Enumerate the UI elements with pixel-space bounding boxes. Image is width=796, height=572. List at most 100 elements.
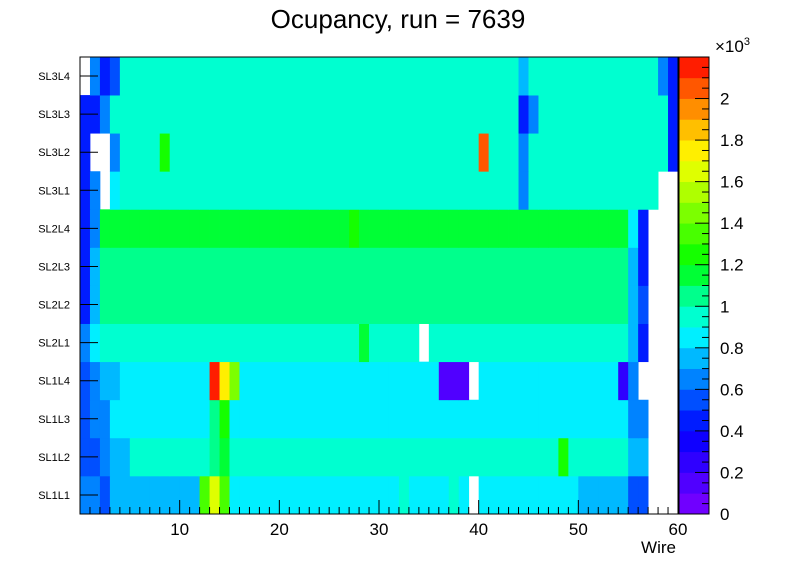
heatmap-cell (199, 57, 210, 96)
heatmap-cell (618, 133, 629, 172)
heatmap-cell (249, 399, 260, 439)
heatmap-cell (468, 95, 480, 134)
heatmap-cell (289, 209, 300, 248)
heatmap-cell (608, 171, 619, 210)
heatmap-cell (488, 247, 499, 286)
heatmap-cell (408, 285, 420, 324)
heatmap-cell (309, 133, 320, 172)
heatmap-cell (139, 475, 151, 515)
heatmap-cell (239, 285, 250, 324)
heatmap-cell (538, 361, 549, 401)
heatmap-cell (528, 285, 539, 324)
heatmap-cell (229, 95, 240, 134)
heatmap-cell (498, 437, 509, 477)
heatmap-cell (289, 133, 300, 172)
palette-swatch (679, 160, 709, 183)
heatmap-cell (568, 361, 579, 401)
heatmap-cell (498, 399, 509, 439)
heatmap-cell (339, 247, 350, 286)
heatmap-cell (548, 133, 559, 172)
heatmap-cell (528, 361, 539, 401)
heatmap-cell (99, 57, 111, 96)
heatmap-cell (638, 475, 649, 515)
chart-title: Ocupancy, run = 7639 (271, 4, 526, 34)
heatmap-cell (398, 323, 410, 363)
heatmap-cell (528, 57, 539, 96)
heatmap-cell (598, 57, 609, 96)
heatmap-cell (628, 95, 639, 134)
heatmap-cell (369, 57, 380, 96)
heatmap-cell (558, 209, 569, 248)
heatmap-cell (478, 285, 490, 324)
heatmap-cell (189, 437, 200, 477)
heatmap-cell (369, 323, 380, 363)
heatmap-cell (468, 171, 480, 210)
heatmap-cell (448, 95, 460, 134)
heatmap-cell (458, 95, 470, 134)
heatmap-cell (388, 361, 400, 401)
heatmap-cell (478, 361, 490, 401)
heatmap-cell (179, 285, 191, 324)
heatmap-cell (279, 133, 290, 172)
heatmap-cell (418, 399, 430, 439)
heatmap-cell (319, 57, 330, 96)
heatmap-cell (418, 95, 430, 134)
heatmap-cell (548, 285, 559, 324)
heatmap-cell (518, 95, 529, 134)
y-tick-label: SL1L4 (38, 376, 70, 388)
heatmap-cell (598, 437, 609, 477)
heatmap-cell (259, 171, 270, 210)
heatmap-cell (548, 57, 559, 96)
heatmap-cell (498, 323, 509, 363)
heatmap-cell (438, 399, 450, 439)
heatmap-cell (518, 437, 529, 477)
heatmap-cell (528, 247, 539, 286)
heatmap-cell (528, 399, 539, 439)
heatmap-cell (169, 57, 181, 96)
heatmap-cell (329, 133, 340, 172)
heatmap-cell (518, 399, 529, 439)
palette-swatch (679, 119, 709, 141)
heatmap-cell (299, 209, 310, 248)
heatmap-cell (189, 171, 200, 210)
heatmap-cell (628, 247, 639, 286)
heatmap-cell (448, 361, 460, 401)
heatmap-cell (428, 399, 440, 439)
heatmap-cell (398, 171, 410, 210)
heatmap-cell (638, 133, 649, 172)
heatmap-cell (498, 95, 509, 134)
heatmap-cell (548, 209, 559, 248)
heatmap-cell (408, 361, 420, 401)
palette-swatch (679, 472, 709, 494)
heatmap-cell (369, 209, 380, 248)
heatmap-cell (239, 209, 250, 248)
heatmap-cell (169, 247, 181, 286)
heatmap-cell (209, 209, 220, 248)
heatmap-cell (299, 57, 310, 96)
palette-swatch (679, 347, 709, 369)
heatmap-cell (618, 323, 629, 363)
heatmap-cell (648, 95, 659, 134)
heatmap-cell (229, 57, 240, 96)
heatmap-cell (588, 57, 599, 96)
heatmap-cell (568, 171, 579, 210)
heatmap-cell (528, 209, 539, 248)
heatmap-cell (319, 323, 330, 363)
heatmap-cell (588, 437, 599, 477)
heatmap-cell (498, 57, 509, 96)
heatmap-cell (558, 323, 569, 363)
heatmap-cell (129, 361, 141, 401)
x-tick-label: 50 (569, 520, 588, 539)
heatmap-cell (548, 171, 559, 210)
heatmap-cell (129, 57, 141, 96)
heatmap-cell (189, 475, 200, 515)
heatmap-cell (199, 437, 210, 477)
heatmap-cell (578, 285, 589, 324)
x-tick-label: 20 (270, 520, 289, 539)
heatmap-cell (349, 437, 360, 477)
heatmap-cell (518, 361, 529, 401)
heatmap-cell (259, 57, 270, 96)
heatmap-cell (428, 361, 440, 401)
heatmap-cell (638, 247, 649, 286)
heatmap-cell (179, 437, 191, 477)
